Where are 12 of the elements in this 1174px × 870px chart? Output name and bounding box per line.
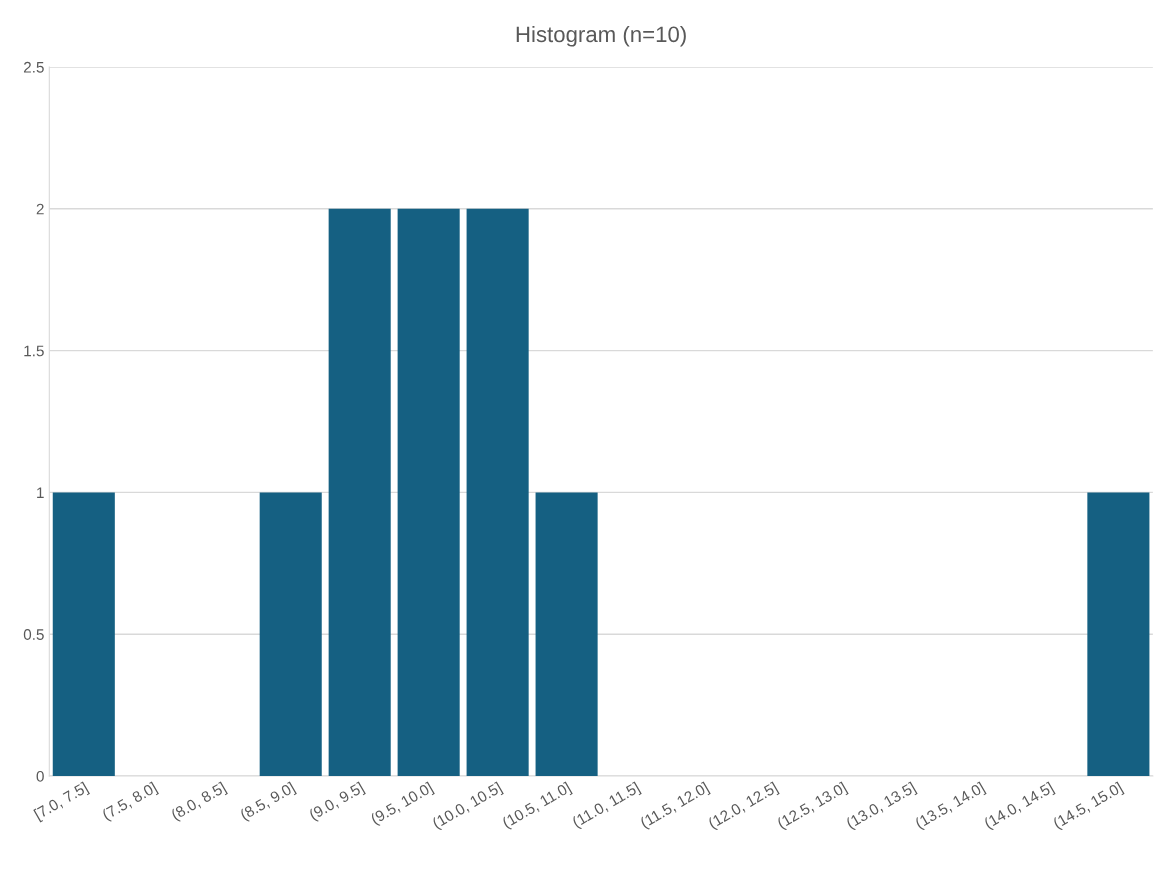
y-tick-label: 2 [36, 203, 44, 215]
x-tick-label: (8.0, 8.5] [170, 781, 228, 823]
x-tick-label: (7.5, 8.0] [101, 781, 159, 823]
x-tick-label: (9.0, 9.5] [308, 781, 366, 823]
chart-title: Histogram (n=10) [516, 25, 686, 47]
y-tick-label: 0 [36, 770, 44, 782]
y-tick-label: 2.5 [23, 61, 44, 73]
x-tick-label: [7.0, 7.5] [33, 781, 90, 823]
x-tick-label: (8.5, 9.0] [239, 781, 297, 823]
y-tick-label: 0.5 [23, 629, 44, 640]
y-tick-label: 1 [37, 487, 44, 498]
y-tick-label: 1.5 [24, 345, 44, 357]
